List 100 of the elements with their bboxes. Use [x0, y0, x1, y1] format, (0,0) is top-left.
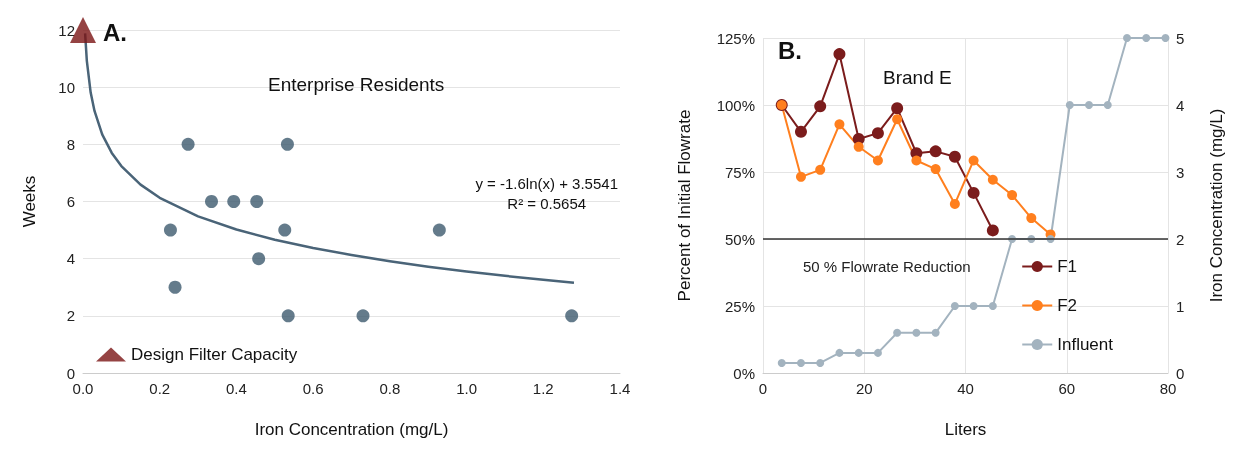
point [835, 348, 844, 357]
point [815, 164, 826, 175]
point [794, 125, 807, 138]
point [873, 348, 882, 357]
point [814, 100, 827, 113]
point [356, 309, 370, 323]
point [777, 358, 786, 367]
x-tick-label: 60 [1058, 380, 1076, 397]
point [163, 223, 177, 237]
point [929, 145, 942, 158]
y2-tick-label: 4 [1176, 96, 1185, 114]
y2-tick-label: 1 [1176, 297, 1185, 315]
x-tick-label: 1.4 [609, 380, 631, 397]
point [833, 48, 846, 61]
text: Enterprise Residents [268, 74, 445, 95]
y-tick-label: 8 [66, 135, 75, 153]
annotation: y = -1.6ln(x) + 3.5541 R² = 0.5654 [475, 174, 619, 212]
point [986, 224, 999, 237]
point [893, 328, 902, 337]
point [948, 150, 961, 163]
y-tick-label: 0% [733, 364, 755, 382]
x-tick-label: 0.6 [302, 380, 324, 397]
point [816, 358, 825, 367]
point [281, 309, 295, 323]
annotation: B. [778, 36, 802, 64]
legend-label: Influent [1057, 335, 1114, 354]
point [1161, 34, 1170, 42]
y-axis-title: Weeks [20, 175, 39, 228]
point [278, 223, 292, 237]
point [796, 358, 805, 367]
x-tick-label: 40 [957, 380, 974, 397]
point [181, 137, 195, 151]
y-tick-label: 25% [724, 297, 755, 315]
y2-tick-label: 3 [1176, 163, 1185, 181]
point [1103, 101, 1112, 109]
x-axis-title: Iron Concentration (mg/L) [254, 420, 449, 439]
x-tick-label: 80 [1159, 380, 1177, 397]
legend-label: Design Filter Capacity [131, 345, 298, 364]
x-tick-label: 1.0 [456, 380, 477, 397]
point [1026, 213, 1037, 224]
y-tick-label: 10 [58, 78, 75, 96]
y-tick-label: 100% [716, 96, 755, 114]
point [987, 174, 998, 185]
point [227, 195, 241, 208]
point [930, 164, 941, 175]
x-tick-label: 20 [855, 380, 873, 397]
point [967, 186, 980, 199]
point [834, 119, 845, 130]
point [280, 137, 294, 151]
text: Brand E [883, 67, 952, 88]
y-tick-label: 75% [724, 163, 755, 181]
y2-axis-title: Iron Concentration (mg/L) [1207, 108, 1226, 303]
point [1085, 101, 1094, 109]
point [872, 155, 883, 166]
point [1065, 101, 1074, 109]
y2-tick-label: 5 [1176, 29, 1185, 47]
point [1007, 190, 1018, 201]
point [968, 155, 979, 166]
point [911, 155, 922, 166]
x-tick-label: 0.4 [226, 380, 247, 397]
y-tick-label: 125% [716, 29, 755, 47]
point [950, 302, 959, 310]
y-tick-label: 6 [66, 193, 75, 210]
point [795, 171, 806, 182]
y-tick-label: 50% [724, 230, 755, 248]
point [988, 302, 997, 310]
y2-tick-label: 0 [1176, 364, 1185, 382]
point [205, 195, 218, 208]
point [854, 348, 863, 357]
legend-label: F2 [1057, 296, 1078, 315]
point [949, 198, 960, 209]
y-tick-label: 0 [66, 364, 75, 382]
y-tick-label: 2 [66, 307, 75, 325]
ref-line-label: 50 % Flowrate Reduction [803, 258, 971, 275]
annotation: A. [103, 18, 127, 46]
x-tick-label: 1.2 [532, 380, 554, 397]
y2-tick-label: 2 [1176, 230, 1185, 248]
point [912, 328, 921, 337]
x-tick-label: 0.8 [379, 380, 401, 397]
y-axis-title: Percent of Initial Flowrate [675, 109, 694, 302]
point [891, 102, 904, 115]
legend-label: F1 [1057, 257, 1078, 276]
point [1123, 34, 1131, 42]
point [432, 223, 446, 237]
point [969, 302, 978, 310]
point [250, 195, 264, 208]
point [853, 141, 864, 152]
y-tick-label: 4 [66, 250, 75, 268]
x-axis-title: Liters [944, 420, 987, 439]
point [565, 309, 579, 323]
point [892, 114, 903, 125]
point [871, 127, 884, 140]
point [1142, 34, 1151, 42]
x-tick-label: 0 [758, 380, 768, 397]
x-tick-label: 0.0 [72, 380, 94, 397]
point [931, 328, 940, 337]
y-tick-label: 12 [58, 21, 75, 39]
x-tick-label: 0.2 [149, 380, 171, 397]
point [252, 252, 266, 266]
point [168, 280, 182, 294]
